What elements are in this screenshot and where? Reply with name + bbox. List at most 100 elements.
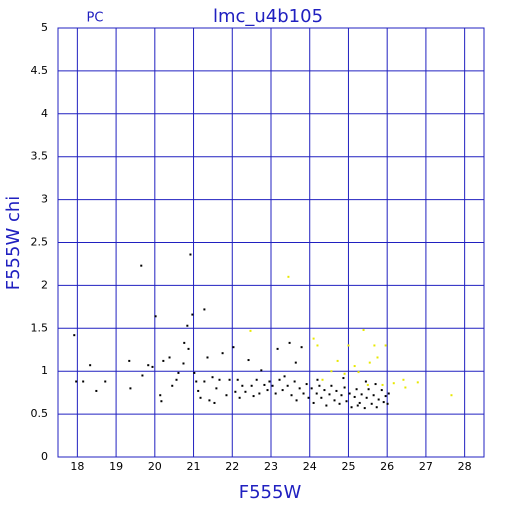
point: [367, 388, 370, 391]
point: [274, 392, 277, 395]
point: [215, 387, 218, 390]
point: [358, 401, 361, 404]
point: [141, 374, 144, 377]
point: [343, 372, 346, 375]
point: [384, 395, 387, 398]
y-tick-label: 4: [41, 107, 48, 120]
point: [312, 401, 315, 404]
point: [357, 371, 360, 374]
point: [404, 386, 407, 389]
point: [315, 392, 318, 395]
point: [381, 383, 384, 386]
point: [151, 365, 154, 368]
point: [295, 399, 298, 402]
point: [206, 356, 209, 359]
point: [294, 361, 297, 364]
point: [175, 378, 178, 381]
point: [159, 394, 162, 397]
point: [177, 371, 180, 374]
point: [372, 394, 375, 397]
point: [310, 387, 313, 390]
chart-title: lmc_u4b105: [213, 6, 323, 27]
point: [345, 400, 348, 403]
point: [350, 406, 353, 409]
point: [260, 369, 263, 372]
point: [290, 394, 293, 397]
y-tick-label: 0: [41, 450, 48, 463]
x-tick-label: 21: [187, 460, 201, 473]
point: [73, 334, 76, 337]
point: [186, 324, 189, 327]
point: [377, 398, 380, 401]
point: [244, 390, 247, 393]
point: [191, 313, 194, 316]
point: [147, 364, 150, 367]
point: [95, 389, 98, 392]
point: [386, 402, 389, 405]
point: [171, 384, 174, 387]
x-tick-label: 22: [225, 460, 239, 473]
point: [213, 401, 216, 404]
point: [387, 392, 390, 395]
x-tick-label: 28: [458, 460, 472, 473]
point: [335, 389, 338, 392]
x-tick-label: 23: [264, 460, 278, 473]
point: [342, 377, 345, 380]
point: [199, 396, 202, 399]
x-tick-label: 27: [419, 460, 433, 473]
point: [283, 375, 286, 378]
x-tick-label: 25: [341, 460, 355, 473]
point: [249, 329, 252, 332]
point: [162, 359, 165, 362]
point: [75, 380, 78, 383]
point: [281, 389, 284, 392]
point: [255, 378, 258, 381]
point: [321, 378, 324, 381]
point: [104, 380, 107, 383]
point: [323, 389, 326, 392]
y-tick-label: 4.5: [31, 64, 49, 77]
point: [129, 387, 132, 390]
point: [187, 347, 190, 350]
x-tick-label: 19: [109, 460, 123, 473]
point: [271, 384, 274, 387]
point: [368, 361, 371, 364]
point: [208, 399, 211, 402]
point: [288, 341, 291, 344]
point: [266, 389, 269, 392]
point: [353, 395, 356, 398]
point: [336, 359, 339, 362]
corner-label: PC: [87, 11, 104, 26]
point: [333, 399, 336, 402]
point: [189, 253, 192, 256]
point: [252, 395, 255, 398]
point: [365, 396, 368, 399]
point: [392, 382, 395, 385]
point: [330, 370, 333, 373]
point: [312, 337, 315, 340]
point: [366, 383, 369, 386]
point: [89, 364, 92, 367]
point: [140, 264, 143, 267]
point: [362, 329, 365, 332]
point: [234, 390, 237, 393]
point: [263, 383, 266, 386]
point: [276, 347, 279, 350]
point: [218, 378, 221, 381]
y-axis-label: F555W chi: [3, 196, 24, 291]
x-tick-label: 26: [380, 460, 394, 473]
point: [318, 384, 321, 387]
point: [193, 371, 196, 374]
y-tick-label: 5: [41, 21, 48, 34]
point: [183, 341, 186, 344]
x-tick-label: 24: [303, 460, 317, 473]
y-tick-label: 2.5: [31, 236, 49, 249]
point: [278, 378, 281, 381]
point: [364, 380, 367, 383]
point: [250, 384, 253, 387]
y-tick-label: 0.5: [31, 407, 49, 420]
point: [228, 378, 231, 381]
point: [375, 406, 378, 409]
point: [182, 362, 185, 365]
